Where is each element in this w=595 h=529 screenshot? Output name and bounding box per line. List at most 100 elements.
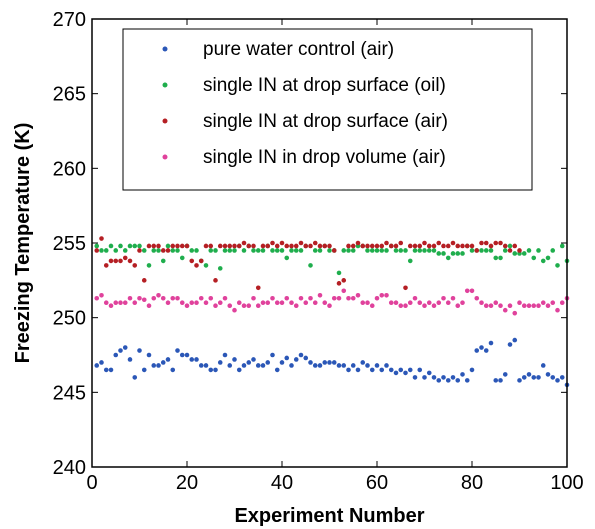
data-point (374, 295, 380, 301)
data-point (251, 248, 256, 253)
data-point (412, 295, 418, 301)
data-point (270, 295, 275, 301)
data-point (540, 258, 546, 264)
data-point (255, 285, 261, 291)
data-point (293, 357, 299, 362)
data-point (108, 258, 114, 264)
data-point (441, 251, 446, 256)
data-point (450, 295, 456, 301)
y-tick-label: 255 (53, 233, 86, 255)
data-point (146, 263, 152, 268)
data-point (336, 363, 342, 368)
data-point (479, 345, 484, 350)
data-point (531, 375, 537, 380)
data-point (298, 352, 304, 358)
data-point (213, 303, 218, 309)
data-point (464, 243, 470, 249)
data-point (536, 375, 541, 380)
data-point (217, 243, 223, 249)
data-point (445, 243, 451, 249)
data-point (312, 363, 318, 368)
data-point (450, 251, 456, 256)
data-point (274, 367, 280, 373)
data-point (222, 352, 228, 358)
data-point (108, 367, 114, 373)
data-point (118, 243, 123, 249)
data-point (308, 295, 313, 301)
legend-marker (162, 118, 168, 124)
data-point (170, 295, 176, 301)
data-point (312, 240, 318, 246)
y-tick-label: 250 (53, 308, 86, 330)
legend-marker (162, 46, 168, 52)
data-point (365, 248, 370, 253)
data-point (99, 360, 104, 365)
data-point (160, 360, 166, 365)
data-point (341, 248, 347, 253)
data-point (488, 303, 494, 309)
data-point (194, 248, 199, 253)
data-point (555, 263, 560, 268)
data-point (512, 337, 518, 343)
data-point (360, 300, 366, 306)
data-point (293, 303, 299, 309)
data-point (308, 263, 313, 268)
data-point (184, 243, 190, 249)
data-point (132, 263, 138, 268)
data-point (113, 300, 119, 306)
data-point (365, 243, 370, 249)
data-point (498, 255, 503, 261)
data-point (251, 357, 256, 362)
data-point (236, 300, 242, 306)
data-point (227, 243, 233, 249)
data-point (350, 243, 356, 249)
data-point (151, 363, 157, 368)
data-point (113, 258, 119, 264)
data-point (118, 300, 123, 306)
data-point (341, 278, 347, 283)
data-point (236, 243, 242, 249)
data-point (450, 240, 456, 246)
data-point (346, 243, 351, 249)
data-point (469, 243, 475, 249)
data-point (179, 352, 185, 358)
data-point (474, 295, 480, 301)
data-point (170, 243, 176, 249)
data-point (507, 248, 513, 253)
data-point (469, 248, 475, 253)
data-point (99, 292, 104, 298)
data-point (308, 360, 313, 365)
data-point (436, 240, 442, 246)
data-point (137, 348, 142, 353)
data-point (455, 243, 461, 249)
data-point (156, 243, 161, 249)
data-point (407, 300, 413, 306)
data-point (241, 363, 247, 368)
data-point (127, 295, 133, 301)
data-point (208, 295, 214, 301)
data-point (431, 248, 437, 253)
data-point (407, 258, 413, 264)
data-point (127, 243, 133, 249)
data-point (369, 367, 375, 373)
data-point (384, 363, 389, 368)
data-point (464, 378, 470, 383)
data-point (274, 243, 280, 249)
legend-marker (162, 154, 168, 160)
data-point (189, 248, 195, 253)
data-point (122, 248, 128, 253)
data-point (521, 375, 527, 380)
data-point (517, 378, 522, 383)
data-point (270, 248, 275, 253)
data-point (384, 240, 389, 246)
data-point (141, 248, 147, 253)
data-point (346, 367, 351, 373)
data-point (412, 248, 418, 253)
data-point (156, 363, 161, 368)
series-0 (94, 337, 570, 388)
data-point (469, 288, 475, 294)
data-point (545, 303, 551, 309)
data-point (289, 300, 294, 306)
data-point (322, 243, 328, 249)
data-point (165, 248, 171, 253)
